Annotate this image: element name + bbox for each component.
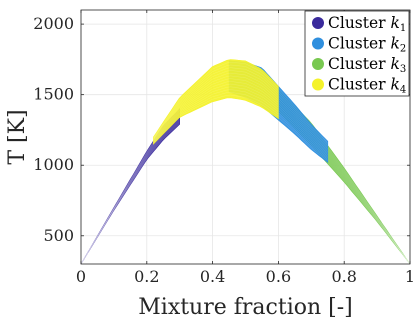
legend-marker xyxy=(312,58,324,70)
y-axis-label: T [K] xyxy=(5,109,30,164)
series-trajectory xyxy=(81,122,180,264)
legend-label-sub: 2 xyxy=(400,44,406,55)
legend-label-var: k xyxy=(391,76,400,94)
x-tick-label: 0.2 xyxy=(134,267,159,286)
series-trajectory xyxy=(81,123,180,264)
x-tick-label: 0.8 xyxy=(331,267,356,286)
legend-label: Cluster k3 xyxy=(328,55,406,75)
legend-label: Cluster k1 xyxy=(328,14,406,34)
x-tick-label: 1 xyxy=(405,267,415,286)
legend-label-var: k xyxy=(391,35,400,53)
y-tick-label: 500 xyxy=(43,226,74,245)
x-tick-label: 0.4 xyxy=(200,267,225,286)
legend-label-sub: 3 xyxy=(400,64,406,75)
legend-label-main: Cluster xyxy=(328,14,391,32)
legend-marker xyxy=(312,17,324,29)
legend-label-main: Cluster xyxy=(328,35,391,53)
series-trajectory xyxy=(81,120,180,264)
series-trajectory xyxy=(81,118,180,264)
legend-label-sub: 1 xyxy=(400,23,406,34)
legend-label-var: k xyxy=(391,55,400,73)
y-tick-label: 1500 xyxy=(33,85,74,104)
legend-label: Cluster k4 xyxy=(328,76,406,96)
y-tick-label: 2000 xyxy=(33,14,74,33)
legend-label-main: Cluster xyxy=(328,76,391,94)
y-tick-label: 1000 xyxy=(33,155,74,174)
legend-marker xyxy=(312,38,324,50)
legend-label-main: Cluster xyxy=(328,55,391,73)
x-tick-labels: 0 0.2 0.4 0.6 0.8 1 xyxy=(76,267,415,286)
legend-label: Cluster k2 xyxy=(328,35,406,55)
x-axis-label: Mixture fraction [-] xyxy=(138,295,353,320)
series-trajectory xyxy=(81,121,180,264)
x-tick-label: 0.6 xyxy=(266,267,291,286)
series-trajectory xyxy=(81,119,180,264)
legend-label-sub: 4 xyxy=(400,85,406,96)
y-tick-labels: 500 1000 1500 2000 xyxy=(33,14,74,245)
legend-label-var: k xyxy=(391,14,400,32)
x-tick-label: 0 xyxy=(76,267,86,286)
legend-marker xyxy=(312,79,324,91)
